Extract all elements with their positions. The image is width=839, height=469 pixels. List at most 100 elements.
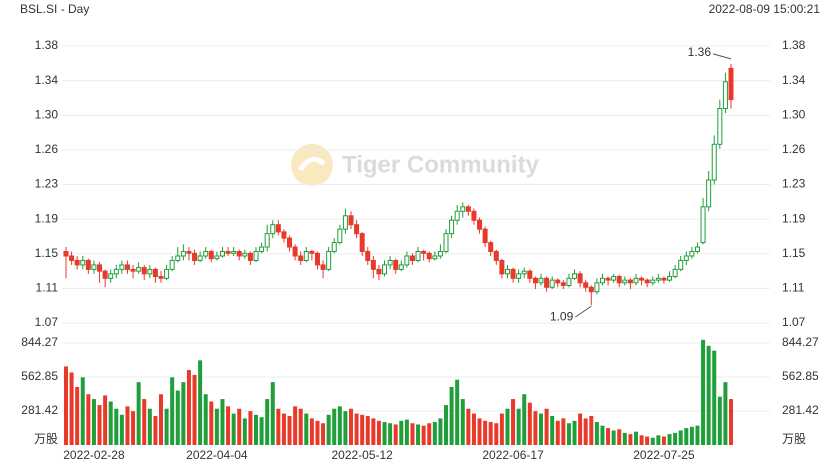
volume-bar <box>198 360 203 445</box>
volume-bar <box>645 436 650 445</box>
volume-bar <box>371 418 376 445</box>
candle-body <box>538 277 544 284</box>
candle-body <box>667 276 673 281</box>
volume-bar <box>594 422 599 445</box>
volume-bar <box>600 425 605 445</box>
candle-body <box>225 251 231 254</box>
candle-body <box>728 67 734 101</box>
volume-bar <box>723 382 728 445</box>
volume-bar <box>203 394 208 445</box>
candle-body <box>236 251 242 257</box>
candle-body <box>583 282 589 288</box>
candle-body <box>136 267 142 272</box>
volume-bar <box>349 408 353 445</box>
volume-bar <box>265 399 270 445</box>
candle-body <box>85 259 91 270</box>
candle-body <box>672 268 678 278</box>
candle-body <box>186 251 192 254</box>
volume-bar <box>678 430 683 445</box>
volume-bar <box>281 413 286 445</box>
candle-body <box>482 228 488 244</box>
volume-bar <box>298 408 303 445</box>
volume-bar <box>533 411 538 445</box>
volume-tick-label-right: 844.27 <box>782 335 819 349</box>
volume-bar <box>483 420 488 445</box>
volume-bar <box>69 372 74 445</box>
candle-body <box>717 108 723 145</box>
volume-bar <box>97 405 102 445</box>
candle-body <box>409 255 415 261</box>
candle-body <box>242 252 248 257</box>
volume-bar <box>270 382 275 445</box>
candle-body <box>605 277 611 281</box>
candle-body <box>404 255 410 266</box>
candle-body <box>175 255 181 261</box>
volume-bar <box>511 399 516 445</box>
candle-body <box>655 277 661 281</box>
candle-body <box>113 268 119 275</box>
volume-bar <box>103 395 108 445</box>
watermark-logo-mark <box>297 156 326 172</box>
volume-bar <box>432 422 437 445</box>
volume-bar <box>399 420 404 445</box>
volume-bar <box>326 414 331 445</box>
volume-bar <box>170 377 175 445</box>
y-tick-label-right: 1.34 <box>782 73 806 87</box>
volume-bar <box>220 399 225 445</box>
volume-tick-label-right: 281.42 <box>782 403 819 417</box>
volume-bar <box>293 406 298 445</box>
volume-bar <box>309 418 314 445</box>
y-tick-label: 1.11 <box>36 281 59 295</box>
watermark-logo <box>291 144 333 186</box>
candle-body <box>471 210 477 221</box>
volume-bar <box>611 430 616 445</box>
candle-body <box>208 251 214 260</box>
volume-bar <box>639 435 644 445</box>
volume-bar <box>131 411 136 445</box>
y-tick-label: 1.38 <box>35 38 59 52</box>
volume-bar <box>237 408 242 445</box>
x-tick-label: 2022-04-04 <box>186 448 248 462</box>
volume-bar <box>449 386 454 445</box>
volume-bar <box>242 418 247 445</box>
volume-bar <box>578 413 583 445</box>
volume-bar <box>656 435 661 445</box>
y-tick-label: 1.26 <box>35 142 59 156</box>
low-label: 1.09 <box>550 309 574 323</box>
volume-bar <box>304 413 309 445</box>
x-tick-label: 2022-07-25 <box>633 448 695 462</box>
y-tick-label: 1.23 <box>35 177 59 191</box>
candle-body <box>281 231 287 239</box>
volume-bar <box>114 408 119 445</box>
y-tick-label-right: 1.38 <box>782 38 806 52</box>
candle-body <box>477 219 483 230</box>
candle-body <box>354 224 360 235</box>
candle-body <box>298 255 304 261</box>
candle-body <box>97 264 103 272</box>
volume-bar <box>186 370 191 445</box>
chart-title: BSL.SI - Day <box>20 2 89 16</box>
timestamp: 2022-08-09 15:00:21 <box>709 2 821 16</box>
candle-body <box>572 273 578 279</box>
y-tick-label: 1.19 <box>35 211 59 225</box>
volume-bar <box>689 426 694 445</box>
candle-body <box>488 242 494 253</box>
volume-bar <box>667 434 672 445</box>
candle-body <box>460 206 466 212</box>
volume-bar <box>209 401 214 445</box>
watermark-text: Tiger Community <box>342 151 540 178</box>
candle-body <box>259 246 265 253</box>
candle-body <box>303 251 309 261</box>
volume-bar <box>192 374 197 445</box>
candle-body <box>722 81 728 110</box>
y-tick-label-right: 1.23 <box>782 177 806 191</box>
candle-body <box>365 251 371 261</box>
candle-body <box>639 277 645 281</box>
volume-bar <box>544 408 549 445</box>
candle-body <box>382 264 388 275</box>
y-tick-label-right: 1.15 <box>782 246 806 260</box>
volume-bar <box>427 423 432 445</box>
volume-bar <box>421 425 426 445</box>
volume-bar <box>617 429 622 445</box>
volume-bar <box>164 408 169 445</box>
